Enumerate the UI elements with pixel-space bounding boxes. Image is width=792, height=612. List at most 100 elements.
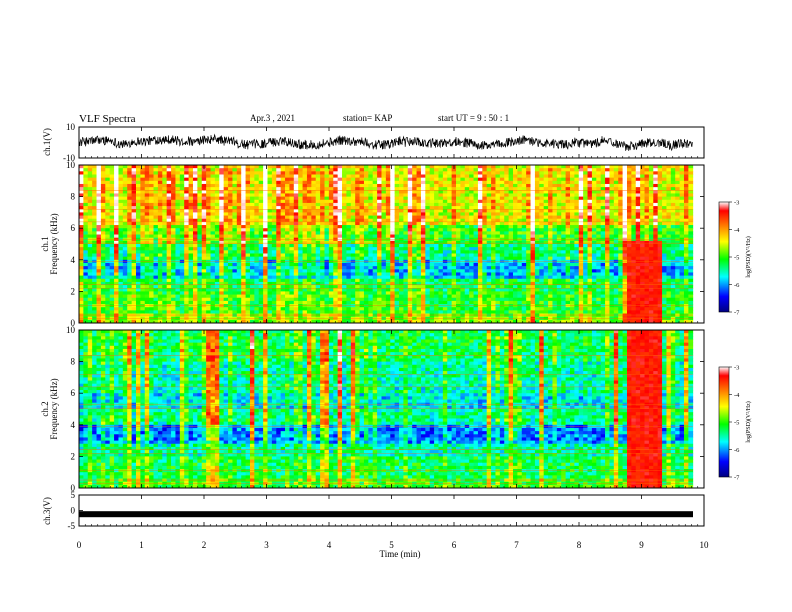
spectrogram-cell [486, 244, 492, 248]
spectrogram-cell [377, 218, 382, 223]
spectrogram-cell [298, 300, 303, 305]
spectrogram-cell [363, 228, 369, 232]
spectrogram-cell [420, 278, 426, 283]
spectrogram-cell [504, 221, 510, 226]
spectrogram-cell [79, 272, 84, 276]
spectrogram-cell [513, 180, 518, 185]
spectrogram-cell [333, 278, 339, 283]
spectrogram-cell [100, 228, 106, 232]
spectrogram-cell [236, 221, 242, 226]
spectrogram-cell [271, 190, 277, 194]
spectrogram-cell [403, 221, 409, 226]
spectrogram-cell [188, 256, 194, 261]
spectrogram-cell [508, 297, 514, 302]
spectrogram-cell [499, 285, 505, 289]
spectrogram-cell [245, 180, 251, 185]
spectrogram-cell [118, 319, 124, 324]
spectrogram-cell [315, 262, 321, 267]
spectrogram-cell [377, 269, 382, 273]
spectrogram-cell [407, 291, 413, 295]
spectrogram-cell [473, 190, 479, 194]
spectrogram-cell [149, 262, 154, 267]
spectrogram-cell [236, 297, 242, 302]
spectrogram-cell [508, 256, 514, 261]
spectrogram-cell [456, 253, 461, 258]
spectrogram-cell [469, 307, 474, 311]
spectrogram-cell [105, 231, 111, 235]
spectrogram-cell [333, 247, 339, 251]
spectrogram-cell [144, 171, 150, 175]
spectrogram-cell [377, 307, 382, 311]
spectrogram-cell [267, 215, 273, 220]
spectrogram-cell [355, 168, 360, 172]
spectrogram-cell [355, 310, 360, 314]
spectrogram-cell [504, 168, 510, 172]
spectrogram-cell [499, 168, 505, 172]
spectrogram-cell [486, 269, 492, 273]
spectrogram-cell [79, 285, 84, 289]
spectrogram-cell [228, 209, 233, 213]
spectrogram-cell [372, 310, 378, 314]
spectrogram-cell [223, 240, 229, 245]
spectrogram-cell [464, 183, 470, 188]
spectrogram-cell [175, 294, 181, 299]
spectrogram-cell [192, 275, 198, 280]
spectrogram-cell [302, 228, 308, 232]
spectrogram-cell [451, 180, 457, 185]
spectrogram-cell [324, 174, 330, 179]
spectrogram-cell [513, 171, 518, 175]
spectrogram-cell [464, 199, 470, 204]
spectrogram-cell [83, 281, 89, 286]
spectrogram-cell [285, 300, 290, 305]
spectrogram-cell [416, 231, 422, 235]
spectrogram-cell [464, 225, 470, 229]
spectrogram-cell [105, 288, 111, 292]
spectrogram-cell [258, 244, 264, 248]
spectrogram-cell [372, 231, 378, 235]
spectrogram-cell [228, 165, 233, 169]
spectrogram-cell [425, 228, 431, 232]
spectrogram-cell [206, 244, 211, 248]
spectrogram-cell [197, 272, 203, 276]
spectrogram-cell [197, 319, 203, 324]
spectrogram-cell [131, 278, 137, 283]
spectrogram-cell [127, 278, 132, 283]
spectrogram-cell [346, 275, 352, 280]
spectrogram-cell [442, 221, 448, 226]
spectrogram-cell [372, 171, 378, 175]
spectrogram-cell [508, 221, 514, 226]
spectrogram-cell [460, 228, 466, 232]
spectrogram-cell [127, 275, 132, 280]
spectrogram-cell [499, 281, 505, 286]
spectrogram-cell [447, 209, 453, 213]
spectrogram-cell [162, 256, 168, 261]
spectrogram-cell [263, 174, 268, 179]
spectrogram-cell [504, 307, 510, 311]
spectrogram-cell [350, 307, 356, 311]
spectrogram-cell [508, 187, 514, 191]
spectrogram-cell [267, 165, 273, 169]
spectrogram-cell [473, 234, 479, 239]
spectrogram-cell [179, 310, 185, 314]
spectrogram-cell [188, 187, 194, 191]
spectrogram-cell [486, 212, 492, 216]
spectrogram-cell [359, 190, 365, 194]
spectrogram-cell [289, 218, 295, 223]
spectrogram-cell [434, 199, 439, 204]
spectrogram-cell [105, 174, 111, 179]
spectrogram-cell [192, 212, 198, 216]
spectrogram-cell [267, 247, 273, 251]
spectrogram-cell [179, 253, 185, 258]
spectrogram-cell [166, 196, 172, 201]
spectrogram-cell [381, 269, 387, 273]
spectrogram-cell [100, 183, 106, 188]
spectrogram-cell [407, 202, 413, 207]
spectrogram-cell [399, 291, 404, 295]
spectrogram-cell [131, 269, 137, 273]
spectrogram-cell [416, 297, 422, 302]
spectrogram-cell [219, 307, 225, 311]
spectrogram-cell [258, 199, 264, 204]
spectrogram-cell [267, 240, 273, 245]
spectrogram-cell [438, 288, 444, 292]
spectrogram-cell [482, 199, 488, 204]
